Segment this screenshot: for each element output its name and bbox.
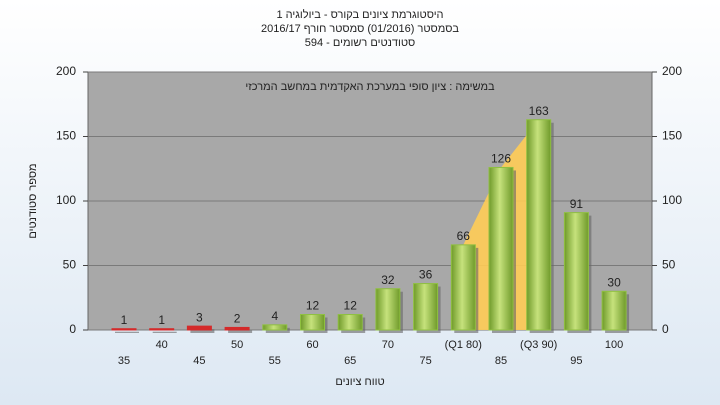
x-tick-label: 55	[269, 355, 281, 367]
y-tick-label: 0	[69, 322, 76, 336]
x-tick-label: (Q3 90)	[520, 339, 557, 351]
y-tick-label: 100	[56, 193, 76, 207]
bar	[149, 328, 175, 331]
bar	[526, 119, 552, 331]
x-tick-label: (Q1 80)	[445, 339, 482, 351]
bar	[450, 244, 476, 331]
value-label: 163	[529, 104, 549, 118]
bar	[375, 288, 401, 331]
value-label: 66	[457, 229, 471, 243]
chart-subtitle: בסמסטר (01/2016) סמסטר חורף 2016/17	[261, 23, 459, 35]
value-label: 4	[271, 309, 278, 323]
value-label: 1	[121, 313, 128, 327]
y-tick-label: 50	[63, 258, 77, 272]
bar	[563, 212, 589, 331]
value-label: 3	[196, 310, 203, 324]
value-label: 12	[306, 299, 320, 313]
y2-tick-label: 0	[662, 322, 669, 336]
x-tick-label: 100	[605, 339, 623, 351]
bar	[337, 314, 363, 331]
x-tick-label: 50	[231, 339, 243, 351]
x-tick-label: 45	[193, 355, 205, 367]
x-tick-label: 35	[118, 355, 130, 367]
y2-tick-label: 100	[662, 193, 682, 207]
x-axis-label: טווח ציונים	[335, 376, 384, 388]
annotation: במשימה : ציון סופי במערכת האקדמית במחשב …	[245, 81, 495, 93]
value-label: 126	[491, 152, 511, 166]
bar	[186, 325, 212, 331]
value-label: 32	[381, 273, 395, 287]
y-tick-label: 150	[56, 129, 76, 143]
value-label: 12	[344, 299, 358, 313]
bar-shadow	[152, 331, 177, 333]
x-tick-label: 60	[306, 339, 318, 351]
chart-title: היסטוגרמת ציונים בקורס - ביולוגיה 1	[276, 8, 443, 21]
x-tick-label: 40	[156, 339, 168, 351]
bar	[488, 166, 514, 331]
bar-shadow	[115, 331, 139, 333]
bar	[413, 283, 439, 331]
value-label: 91	[570, 197, 584, 211]
x-tick-label: 95	[570, 355, 582, 367]
y2-tick-label: 150	[662, 129, 682, 143]
bar	[262, 324, 288, 331]
value-label: 2	[234, 312, 241, 326]
bar	[111, 328, 137, 331]
bar	[601, 290, 627, 331]
bar	[224, 326, 250, 331]
chart-subtitle: סטודנטים רשומים - 594	[305, 37, 416, 49]
x-tick-label: 65	[344, 355, 356, 367]
x-tick-label: 70	[382, 339, 394, 351]
bar-shadow	[228, 330, 253, 333]
value-label: 36	[419, 268, 433, 282]
y2-tick-label: 200	[662, 64, 682, 78]
value-label: 1	[158, 313, 165, 327]
value-label: 30	[607, 275, 621, 289]
x-tick-label: 75	[419, 355, 431, 367]
y-axis-label: מספר סטודנטים	[27, 163, 39, 238]
bar-shadow	[190, 329, 215, 333]
y2-tick-label: 50	[662, 258, 676, 272]
y-tick-label: 200	[56, 64, 76, 78]
x-tick-label: 85	[495, 355, 507, 367]
bar	[300, 314, 325, 331]
